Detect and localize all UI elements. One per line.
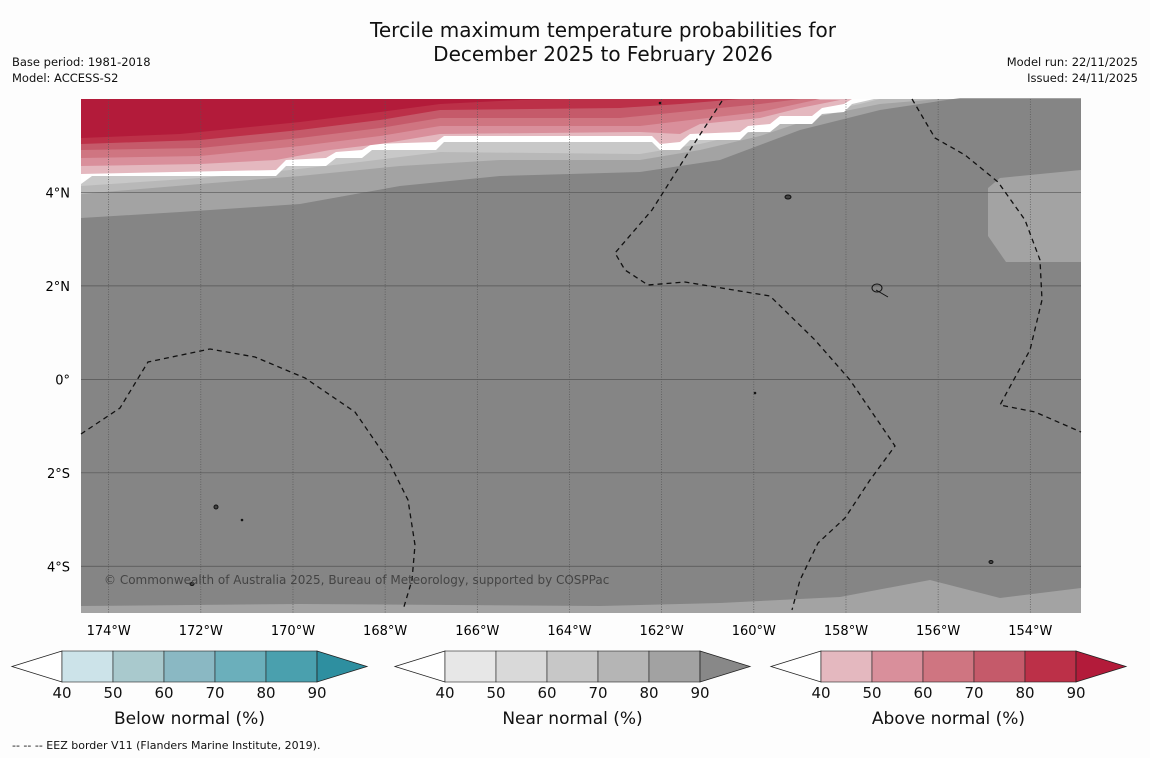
base-period: Base period: 1981-2018 <box>12 55 151 69</box>
colorbar-segment <box>546 650 599 683</box>
lat-label: 4°S <box>47 560 70 575</box>
colorbar-title-above: Above normal (%) <box>871 709 1026 729</box>
island-8 <box>753 391 757 395</box>
colorbar-title-below: Below normal (%) <box>114 709 265 729</box>
colorbar-segment <box>597 650 650 683</box>
colorbar-segment <box>265 650 318 683</box>
colorbar-segment <box>922 650 975 683</box>
island-7 <box>240 518 244 522</box>
colorbar-extend-high <box>316 650 369 683</box>
colorbar-segment <box>61 650 114 683</box>
map-panel <box>81 98 1081 613</box>
copyright-text: © Commonwealth of Australia 2025, Bureau… <box>104 573 609 587</box>
colorbar-tick: 90 <box>690 684 710 702</box>
colorbar-tick: 90 <box>307 684 327 702</box>
lon-label: 160°W <box>732 624 776 639</box>
colorbar-tick: 80 <box>256 684 276 702</box>
colorbar-segment <box>444 650 497 683</box>
lat-label: 2°S <box>47 467 70 482</box>
colorbar-tick: 80 <box>1015 684 1035 702</box>
colorbar-extend-high <box>699 650 752 683</box>
island-1 <box>784 194 792 200</box>
colorbar-segment <box>112 650 165 683</box>
lon-label: 170°W <box>271 624 315 639</box>
eez-border-central <box>614 100 896 611</box>
eez-border-east <box>911 98 1082 433</box>
lon-label: 168°W <box>363 624 407 639</box>
meta-right: Model run: 22/11/2025 Issued: 24/11/2025 <box>1007 54 1138 86</box>
colorbar-tick: 40 <box>811 684 831 702</box>
colorbar-tick: 40 <box>435 684 455 702</box>
lon-label: 154°W <box>1008 624 1052 639</box>
title-line-1: Tercile maximum temperature probabilitie… <box>370 18 836 42</box>
colorbar-tick: 50 <box>862 684 882 702</box>
colorbar-segment <box>820 650 873 683</box>
colorbar-segment <box>1024 650 1077 683</box>
colorbar-extend-low <box>769 650 822 683</box>
lon-label: 172°W <box>179 624 223 639</box>
model-name: Model: ACCESS-S2 <box>12 71 119 85</box>
above-90 <box>81 99 560 138</box>
colorbar-tick: 50 <box>486 684 506 702</box>
colorbar-segment <box>871 650 924 683</box>
lon-label: 158°W <box>824 624 868 639</box>
lat-label: 4°N <box>46 186 71 201</box>
colorbar-segment <box>214 650 267 683</box>
colorbar-extend-low <box>10 650 63 683</box>
model-run: Model run: 22/11/2025 <box>1006 55 1138 69</box>
colorbar-segment <box>973 650 1026 683</box>
longitude-labels: 174°W 172°W 170°W 168°W 166°W 164°W 162°W 160°W… <box>87 624 1053 639</box>
colorbar-title-near: Near normal (%) <box>502 709 643 729</box>
island-6 <box>988 560 994 564</box>
colorbar-above <box>769 650 1128 683</box>
near-band-south <box>81 580 1081 613</box>
colorbar-tick: 50 <box>103 684 123 702</box>
colorbar-tick: 40 <box>52 684 72 702</box>
islands <box>189 101 994 586</box>
lon-label: 162°W <box>640 624 684 639</box>
island-9 <box>658 101 662 105</box>
lon-label: 166°W <box>455 624 499 639</box>
colorbar-extend-high <box>1075 650 1128 683</box>
colorbar-extend-low <box>393 650 446 683</box>
near-patch-east <box>988 170 1081 262</box>
graticule <box>81 99 1081 613</box>
colorbar-tick: 70 <box>205 684 225 702</box>
island-3 <box>875 289 889 298</box>
eez-footnote: -- -- -- EEZ border V11 (Flanders Marine… <box>12 739 321 752</box>
meta-left: Base period: 1981-2018 Model: ACCESS-S2 <box>12 54 151 86</box>
colorbar-segment <box>495 650 548 683</box>
lat-label: 0° <box>55 373 70 388</box>
colorbar-tick: 60 <box>913 684 933 702</box>
colorbar-tick: 60 <box>537 684 557 702</box>
latitude-labels: 4°N 2°N 0° 2°S 4°S <box>46 186 71 575</box>
colorbar-tick: 70 <box>964 684 984 702</box>
colorbar-tick: 60 <box>154 684 174 702</box>
lon-label: 156°W <box>916 624 960 639</box>
chart-title: Tercile maximum temperature probabilitie… <box>300 18 906 66</box>
island-4 <box>213 504 219 510</box>
eez-borders <box>80 98 1082 611</box>
colorbar-tick: 80 <box>639 684 659 702</box>
colorbars <box>10 650 1128 683</box>
colorbar-below <box>10 650 369 683</box>
lon-label: 174°W <box>87 624 131 639</box>
title-line-2: December 2025 to February 2026 <box>433 42 773 66</box>
lat-label: 2°N <box>46 280 71 295</box>
colorbar-near <box>393 650 752 683</box>
colorbar-segment <box>648 650 701 683</box>
colorbar-segment <box>163 650 216 683</box>
lon-label: 164°W <box>547 624 591 639</box>
colorbar-tick: 90 <box>1066 684 1086 702</box>
island-2 <box>871 283 883 293</box>
issued-date: Issued: 24/11/2025 <box>1027 71 1138 85</box>
island-5 <box>189 582 195 586</box>
eez-border-west <box>80 348 416 611</box>
colorbar-tick: 70 <box>588 684 608 702</box>
